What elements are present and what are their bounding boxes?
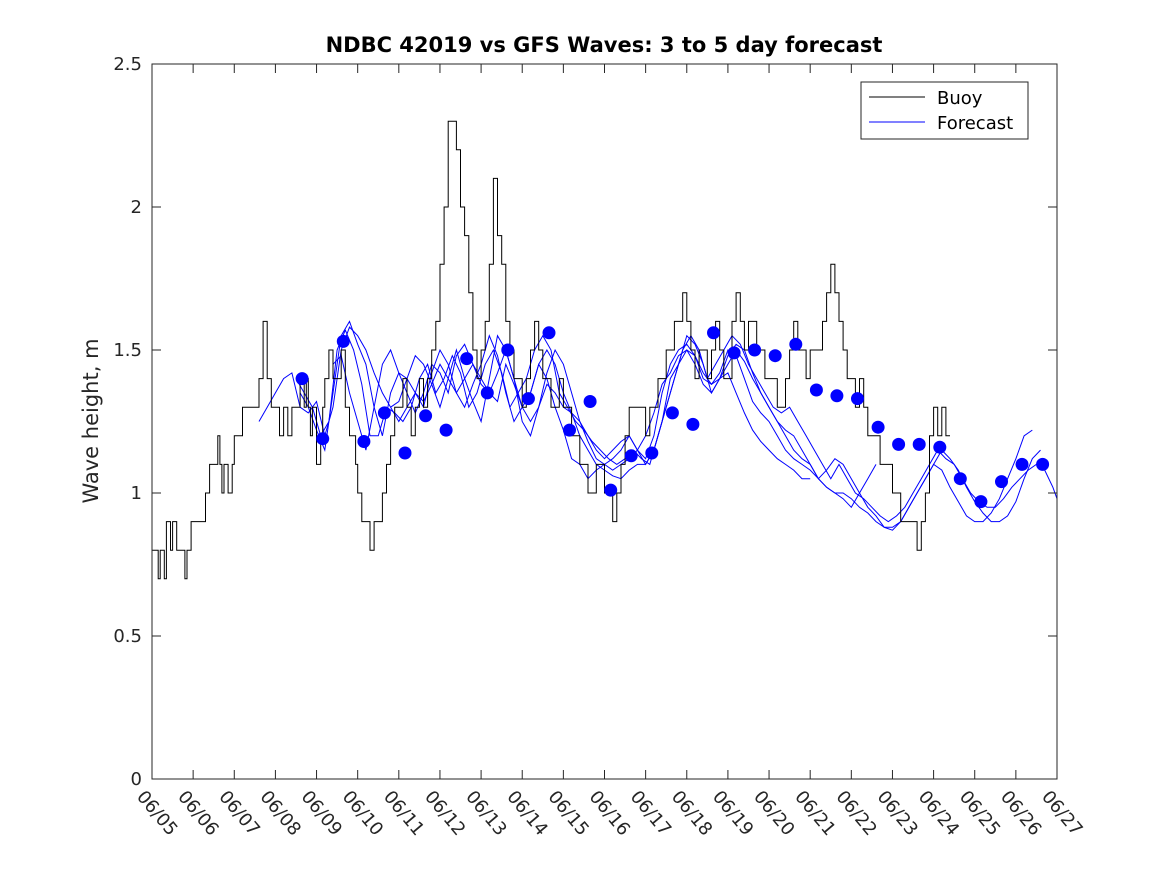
- forecast-marker: [707, 326, 720, 340]
- forecast-marker: [892, 437, 906, 451]
- forecast-marker: [583, 395, 597, 408]
- forecast-marker: [665, 406, 679, 420]
- y-tick-label: 1.5: [113, 340, 142, 361]
- y-tick-label: 0.5: [113, 626, 142, 647]
- forecast-marker: [1036, 457, 1050, 471]
- legend: Buoy Forecast: [860, 81, 1029, 140]
- forecast-marker: [316, 432, 330, 446]
- y-tick-label: 2.5: [113, 54, 142, 75]
- forecast-marker: [912, 437, 926, 451]
- y-axis-label: Wave height, m: [79, 338, 103, 503]
- y-tick-label: 2: [131, 197, 142, 218]
- forecast-marker: [357, 435, 371, 448]
- forecast-marker: [542, 326, 556, 340]
- series-layer: [152, 120, 1057, 580]
- legend-forecast-label: Forecast: [937, 113, 1013, 134]
- y-tick-label: 1: [131, 483, 142, 504]
- forecast-marker: [933, 440, 947, 454]
- forecast-marker: [460, 352, 474, 366]
- forecast-marker: [377, 406, 391, 420]
- forecast-marker: [480, 386, 494, 400]
- plot-area: [152, 64, 1057, 779]
- forecast-marker: [974, 495, 988, 509]
- forecast-marker: [439, 423, 453, 437]
- legend-buoy-label: Buoy: [937, 88, 983, 109]
- forecast-marker: [686, 417, 700, 431]
- forecast-marker: [501, 343, 515, 357]
- forecast-marker: [1015, 457, 1029, 471]
- chart-title: NDBC 42019 vs GFS Waves: 3 to 5 day fore…: [326, 33, 883, 57]
- forecast-marker: [768, 349, 782, 363]
- forecast-marker: [953, 472, 967, 486]
- forecast-marker: [995, 475, 1008, 489]
- forecast-marker: [789, 337, 803, 351]
- buoy-line: [152, 120, 950, 580]
- forecast-marker: [563, 423, 576, 437]
- forecast-marker: [624, 449, 638, 463]
- forecast-marker: [748, 343, 762, 357]
- forecast-marker: [727, 346, 741, 360]
- forecast-marker: [336, 334, 350, 348]
- forecast-marker: [398, 446, 412, 460]
- forecast-marker: [521, 392, 535, 406]
- plot-frame: [151, 63, 1058, 780]
- forecast-marker: [851, 392, 864, 406]
- legend-box: [860, 81, 1029, 140]
- forecast-marker: [830, 389, 844, 403]
- forecast-marker: [645, 446, 659, 460]
- forecast-marker: [419, 409, 433, 423]
- forecast-marker: [604, 483, 618, 497]
- forecast-marker: [295, 372, 309, 386]
- forecast-marker: [809, 383, 823, 397]
- forecast-line-5: [258, 326, 811, 480]
- y-tick-label: 0: [131, 769, 142, 790]
- forecast-marker: [871, 420, 885, 434]
